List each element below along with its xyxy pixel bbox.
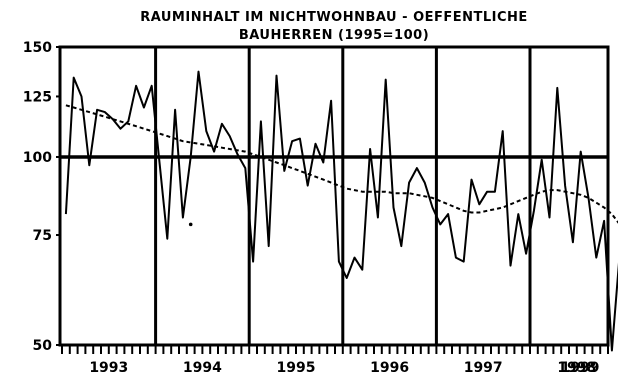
y-tick-label: 50 [33, 338, 53, 354]
chart-title-line-1: RAUMINHALT IM NICHTWOHNBAU - OEFFENTLICH… [140, 10, 528, 25]
y-axis-ticks: 150 125 100 75 50 [23, 40, 60, 354]
year-label: 1993 [89, 360, 128, 376]
monthly-values-line [64, 70, 618, 352]
year-label: 1994 [183, 360, 222, 376]
year-label: 1998 [557, 360, 596, 376]
x-axis-ticks [61, 345, 609, 354]
year-label: 1999 [561, 360, 600, 376]
isolated-point [188, 222, 193, 227]
y-tick-label: 125 [23, 89, 52, 105]
y-tick-label: 100 [23, 150, 52, 166]
y-tick-label: 150 [23, 40, 52, 56]
chart-title-line-2: BAUHERREN (1995=100) [239, 28, 429, 43]
trend-line-dashed [65, 104, 618, 224]
series-group [64, 70, 618, 352]
plot-frame [58, 45, 610, 347]
year-label: 1995 [277, 360, 316, 376]
year-label: 1997 [464, 360, 503, 376]
y-tick-label: 75 [33, 228, 52, 244]
year-label: 1996 [370, 360, 409, 376]
